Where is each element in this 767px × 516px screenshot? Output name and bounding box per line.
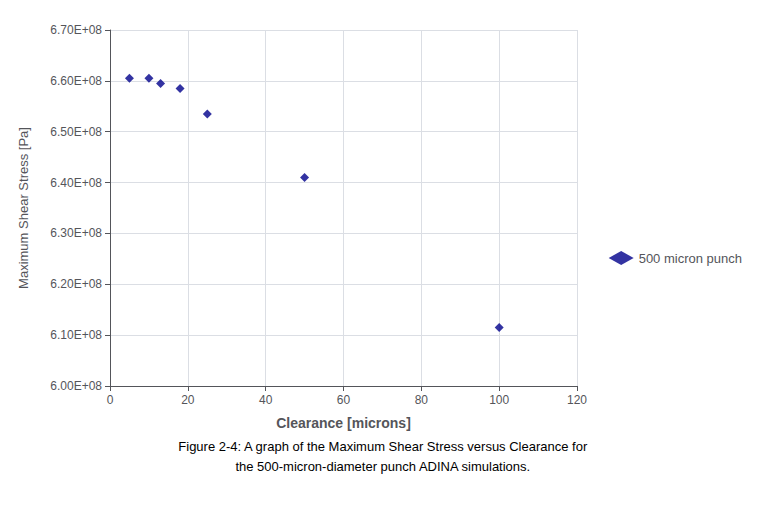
svg-text:20: 20: [181, 393, 195, 407]
svg-text:Clearance [microns]: Clearance [microns]: [276, 415, 411, 431]
svg-text:6.40E+08: 6.40E+08: [50, 176, 102, 190]
svg-text:6.00E+08: 6.00E+08: [50, 379, 102, 393]
svg-text:Maximum Shear Stress [Pa]: Maximum Shear Stress [Pa]: [16, 127, 31, 289]
svg-text:80: 80: [415, 393, 429, 407]
svg-text:6.60E+08: 6.60E+08: [50, 74, 102, 88]
svg-text:6.70E+08: 6.70E+08: [50, 23, 102, 37]
svg-text:Figure 2-4: A graph of the Max: Figure 2-4: A graph of the Maximum Shear…: [178, 439, 588, 454]
svg-text:120: 120: [567, 393, 587, 407]
svg-text:500 micron punch: 500 micron punch: [639, 251, 742, 266]
svg-text:6.50E+08: 6.50E+08: [50, 125, 102, 139]
svg-text:60: 60: [337, 393, 351, 407]
svg-text:100: 100: [489, 393, 509, 407]
svg-text:0: 0: [107, 393, 114, 407]
svg-text:6.30E+08: 6.30E+08: [50, 226, 102, 240]
svg-text:6.20E+08: 6.20E+08: [50, 277, 102, 291]
svg-text:40: 40: [259, 393, 273, 407]
svg-text:6.10E+08: 6.10E+08: [50, 328, 102, 342]
svg-text:the 500-micron-diameter punch: the 500-micron-diameter punch ADINA simu…: [235, 459, 530, 474]
